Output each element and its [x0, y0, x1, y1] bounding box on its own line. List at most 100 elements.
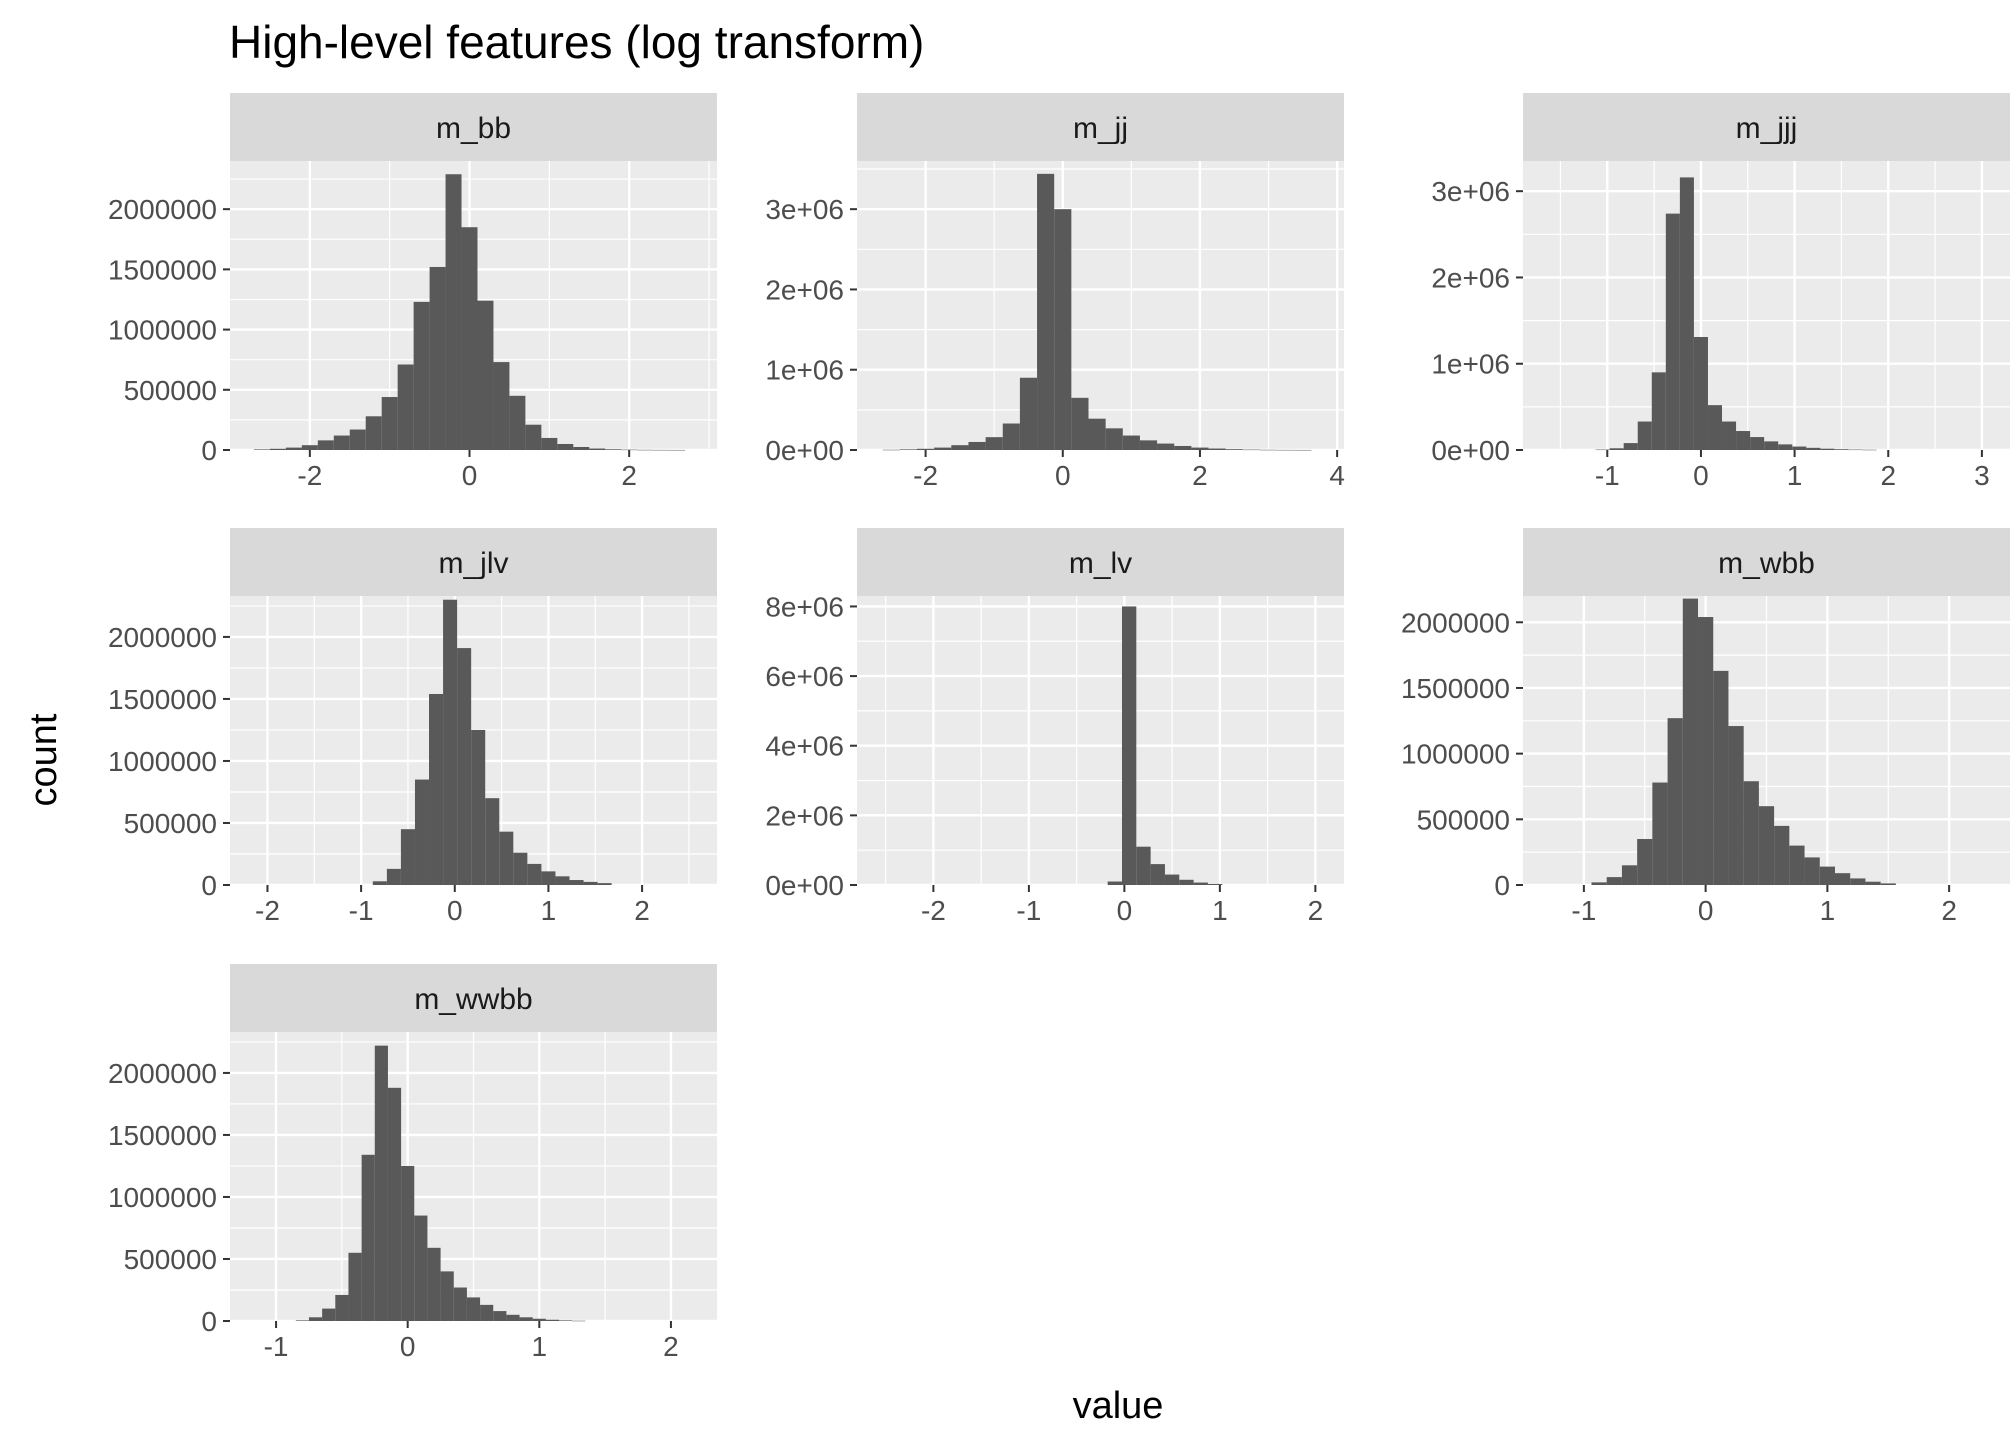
y-tick-label: 1500000 [108, 684, 217, 715]
x-tick-label: -1 [349, 895, 374, 926]
x-tick-label: 0 [1117, 895, 1133, 926]
histogram-bar [1037, 173, 1055, 450]
histogram-bar [1259, 449, 1278, 451]
y-tick-label: 2000000 [108, 1058, 217, 1089]
histogram-bar [400, 829, 415, 885]
x-axis-title: value [1073, 1385, 1164, 1427]
x-tick-label: -2 [921, 895, 946, 926]
histogram-bar [1682, 598, 1699, 885]
x-tick-label: 2 [621, 460, 637, 491]
histogram-bar [485, 798, 500, 885]
panel-background [1523, 161, 2010, 450]
histogram-bar [445, 174, 462, 450]
x-tick-label: -1 [264, 1331, 289, 1362]
histogram-bar [1136, 846, 1151, 885]
histogram-bar [335, 1294, 349, 1321]
x-tick-label: 0 [447, 895, 463, 926]
y-tick-label: 1500000 [108, 254, 217, 285]
histogram-bar [1865, 881, 1881, 885]
y-tick-label: 0 [1494, 870, 1510, 901]
histogram-bar [506, 1314, 520, 1321]
histogram-bar [1848, 449, 1863, 451]
y-tick-label: 1000000 [1401, 739, 1510, 770]
histogram-bar [597, 883, 612, 885]
histogram-bar [1595, 449, 1610, 451]
x-tick-label: -2 [913, 460, 938, 491]
facet-strip-label: m_wbb [1718, 547, 1815, 580]
histogram-bar [559, 1320, 573, 1321]
y-tick-label: 500000 [124, 1244, 217, 1275]
histogram-bar [1789, 845, 1805, 885]
histogram-bar [589, 448, 606, 450]
facet-strip [857, 528, 1344, 596]
figure-title: High-level features (log transform) [229, 16, 924, 68]
facet-strip-label: m_lv [1069, 547, 1132, 580]
histogram-bar [1750, 437, 1765, 450]
histogram-bar [899, 449, 918, 450]
histogram-bar [443, 599, 458, 885]
histogram-bar [317, 440, 334, 450]
histogram-bar [1713, 670, 1729, 885]
histogram-bar [349, 429, 366, 450]
histogram-bar [1667, 718, 1683, 885]
y-tick-label: 2e+06 [1431, 262, 1510, 293]
facet-strip-label: m_jj [1073, 112, 1128, 145]
histogram-bar [480, 1304, 494, 1321]
histogram-bar [381, 397, 398, 450]
x-tick-label: 1 [1820, 895, 1836, 926]
y-tick-label: 0 [201, 870, 217, 901]
facet-strip-label: m_jlv [438, 547, 508, 580]
histogram-bar [1862, 449, 1877, 451]
histogram-bar [1054, 209, 1072, 450]
histogram-bar [1088, 418, 1106, 450]
histogram-bar [1157, 443, 1175, 450]
histogram-bar [917, 448, 935, 450]
histogram-bar [397, 364, 414, 450]
histogram-bar [253, 449, 270, 450]
facet-panel: m_jlv -2 -1 0 1 2 0 500000 1000000 1500000 2000000 [108, 528, 717, 926]
y-tick-label: 0e+00 [1431, 435, 1510, 466]
histogram-bar [555, 876, 570, 885]
histogram-bar [1150, 864, 1165, 885]
histogram-bar [1736, 431, 1751, 450]
y-tick-label: 0 [201, 1306, 217, 1337]
histogram-bar [1191, 447, 1209, 450]
histogram-bar [1665, 213, 1680, 450]
y-axis-title: count [23, 713, 65, 806]
histogram-bar [1122, 435, 1140, 450]
facet-strip-label: m_wwbb [414, 983, 532, 1016]
histogram-bar [1225, 449, 1243, 450]
histogram-bar [1208, 448, 1226, 450]
histogram-bar [374, 1045, 388, 1321]
histogram-bar [545, 1319, 560, 1321]
panel-background [857, 596, 1344, 885]
y-tick-label: 0 [201, 435, 217, 466]
histogram-bar [1294, 449, 1312, 451]
histogram-bar [653, 449, 670, 451]
histogram-bar [477, 300, 494, 450]
facet-strip-label: m_bb [436, 112, 511, 145]
y-tick-label: 2000000 [108, 622, 217, 653]
histogram-bar [605, 449, 622, 450]
histogram-bar [361, 1154, 375, 1321]
panel-background [857, 161, 1344, 450]
histogram-bar [1698, 617, 1714, 885]
histogram-bar [457, 648, 472, 885]
y-tick-label: 500000 [124, 808, 217, 839]
histogram-bar [1819, 866, 1835, 885]
y-tick-label: 1000000 [108, 746, 217, 777]
histogram-bar [1179, 879, 1194, 885]
y-tick-label: 2e+06 [765, 800, 844, 831]
facet-panel: m_jj -2 0 2 4 0e+00 1e+06 2e+06 3e+06 [765, 93, 1345, 491]
histogram-bar [1792, 446, 1807, 450]
histogram-bar [541, 437, 558, 450]
y-tick-label: 0e+00 [765, 435, 844, 466]
y-tick-label: 2e+06 [765, 274, 844, 305]
histogram-bar [532, 1318, 546, 1321]
histogram-bar [1820, 448, 1835, 450]
histogram-bar [285, 447, 302, 450]
facet-strip [230, 93, 717, 161]
x-tick-label: -2 [255, 895, 280, 926]
histogram-bar [1764, 441, 1779, 450]
histogram-bar [471, 729, 486, 885]
